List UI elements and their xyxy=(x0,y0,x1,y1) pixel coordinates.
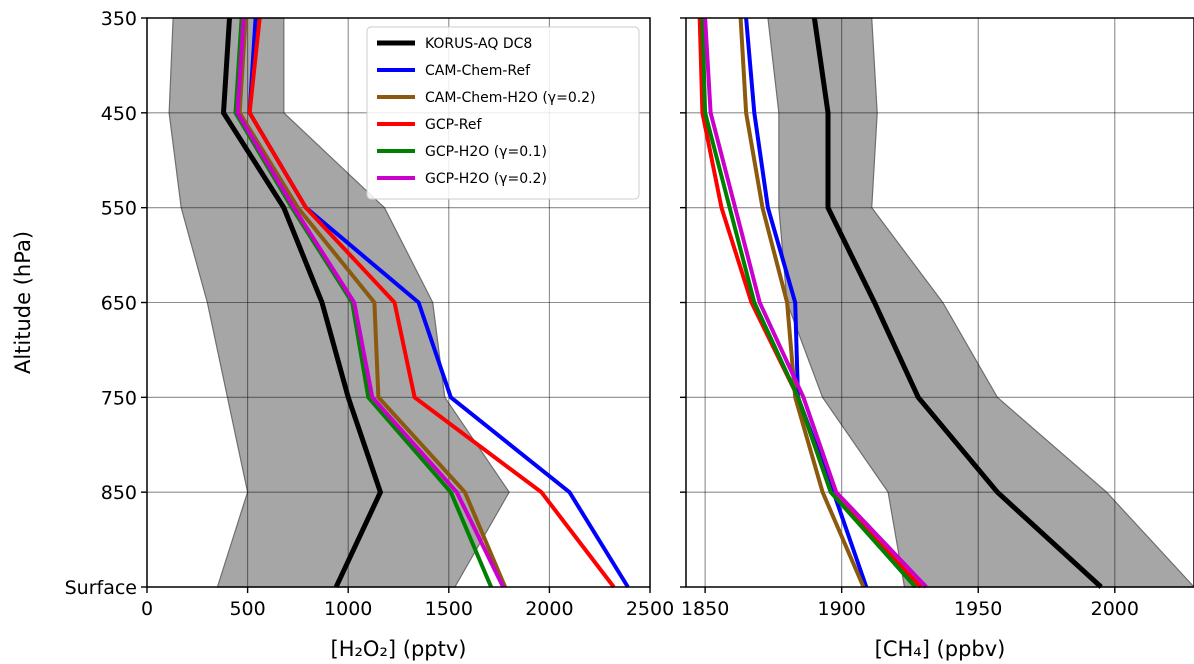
h2o2-series-lines xyxy=(220,17,630,589)
legend-label-gcp-h2o-0-1: GCP-H2O (γ=0.1) xyxy=(425,144,547,160)
h2o2-xtick-label-0: 0 xyxy=(141,598,153,620)
h2o2-xtick-label-2000: 2000 xyxy=(525,598,573,620)
legend-label-korus-aq-dc8: KORUS-AQ DC8 xyxy=(425,36,532,52)
h2o2-xtick-label-2500: 2500 xyxy=(626,598,674,620)
ch4-xtick-label-1900: 1900 xyxy=(817,598,865,620)
y-axis-label: Altitude (hPa) xyxy=(11,231,35,374)
ytick-label-550: 550 xyxy=(101,198,137,220)
h2o2-xtick-label-500: 500 xyxy=(229,598,265,620)
h2o2-ticks: 0 500 1000 1500 2000 2500 Surface 850 750 650 550 4… xyxy=(65,8,675,620)
ch4-series-gcp-h2o-0-1 xyxy=(700,17,917,589)
legend-label-cam-chem-h2o-0-2: CAM-Chem-H2O (γ=0.2) xyxy=(425,90,596,106)
ch4-x-axis-label: [CH₄] (ppbv) xyxy=(875,637,1006,661)
ch4-series-cam-chem-h2o-0-2 xyxy=(738,17,866,588)
ch4-ticks: 1850 1900 1950 2000 xyxy=(680,17,1139,620)
legend-label-gcp-ref: GCP-Ref xyxy=(425,117,483,133)
h2o2-panel: 0 500 1000 1500 2000 2500 Surface 850 750 650 550 4… xyxy=(11,8,674,661)
legend: KORUS-AQ DC8 CAM-Chem-Ref CAM-Chem-H2O (γ=… xyxy=(366,26,640,200)
ch4-xtick-label-2000: 2000 xyxy=(1091,598,1139,620)
ytick-label-850: 850 xyxy=(101,482,137,504)
h2o2-xtick-label-1500: 1500 xyxy=(425,598,473,620)
h2o2-series-gcp-ref xyxy=(247,17,616,589)
ytick-label-350: 350 xyxy=(101,8,137,30)
ch4-xtick-label-1950: 1950 xyxy=(954,598,1002,620)
ch4-xtick-label-1850: 1850 xyxy=(681,598,729,620)
legend-label-cam-chem-ref: CAM-Chem-Ref xyxy=(425,63,531,79)
ytick-label-650: 650 xyxy=(101,293,137,315)
ytick-label-surface: Surface xyxy=(65,577,137,599)
ch4-series-gcp-h2o-0-2 xyxy=(703,17,928,589)
ch4-panel: 1850 1900 1950 2000 [CH₄] (ppbv) xyxy=(680,17,1194,661)
ytick-label-450: 450 xyxy=(101,103,137,125)
h2o2-xtick-label-1000: 1000 xyxy=(324,598,372,620)
h2o2-series-korus-aq-dc8 xyxy=(220,17,384,589)
ch4-series-korus-aq-dc8 xyxy=(811,17,1103,589)
ytick-label-750: 750 xyxy=(101,387,137,409)
h2o2-series-gcp-h2o-0-2 xyxy=(235,17,505,588)
legend-box xyxy=(366,26,640,200)
h2o2-x-axis-label: [H₂O₂] (pptv) xyxy=(331,637,467,661)
ch4-series-lines xyxy=(697,17,1103,589)
legend-label-gcp-h2o-0-2: GCP-H2O (γ=0.2) xyxy=(425,171,547,187)
